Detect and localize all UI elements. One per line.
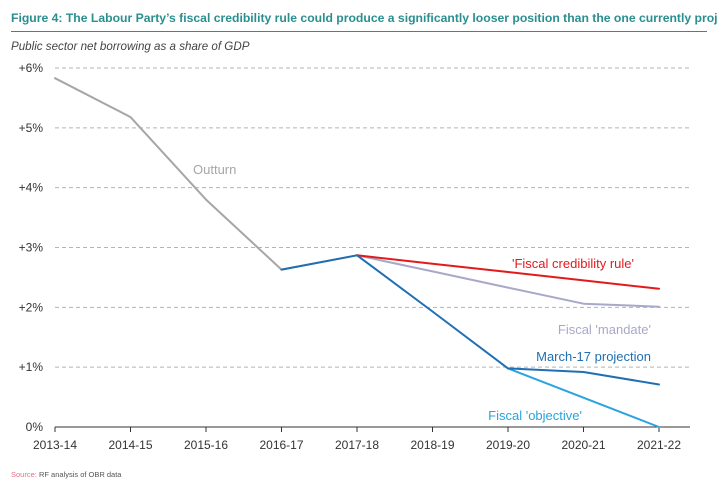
x-tick-label: 2015-16: [184, 438, 228, 452]
chart-subtitle: Public sector net borrowing as a share o…: [11, 40, 250, 53]
y-tick-label: +4%: [19, 181, 44, 195]
x-tick-label: 2021-22: [637, 438, 681, 452]
x-tick-label: 2016-17: [259, 438, 303, 452]
x-tick-label: 2013-14: [33, 438, 77, 452]
y-tick-label: +6%: [19, 61, 44, 75]
series-line-fiscal-credibility-rule: [356, 254, 660, 290]
series-line-fiscal-objective: [507, 367, 660, 428]
series-line-march-17-projection: [280, 254, 660, 386]
series-label-march-17-projection: March-17 projection: [536, 349, 651, 364]
title-divider: [11, 31, 707, 32]
y-tick-label: +5%: [19, 121, 44, 135]
y-tick-label: +2%: [19, 300, 44, 314]
source-note: Source: RF analysis of OBR data: [11, 470, 121, 479]
x-tick-label: 2018-19: [410, 438, 454, 452]
x-tick-label: 2020-21: [561, 438, 605, 452]
y-tick-label: +3%: [19, 241, 44, 255]
series-label-fiscal-mandate: Fiscal 'mandate': [558, 322, 651, 337]
y-tick-label: +1%: [19, 360, 44, 374]
series-label-fiscal-objective: Fiscal 'objective': [488, 408, 582, 423]
y-tick-label: 0%: [26, 420, 44, 434]
source-label: Source:: [11, 470, 37, 479]
source-text: RF analysis of OBR data: [36, 470, 122, 479]
series-label-fiscal-credibility-rule: 'Fiscal credibility rule': [512, 256, 634, 271]
x-tick-label: 2014-15: [108, 438, 152, 452]
x-tick-label: 2017-18: [335, 438, 379, 452]
series-line-fiscal-mandate: [356, 254, 660, 308]
series-label-outturn: Outturn: [193, 162, 236, 177]
chart-title: Figure 4: The Labour Party’s fiscal cred…: [11, 11, 717, 25]
x-tick-label: 2019-20: [486, 438, 530, 452]
